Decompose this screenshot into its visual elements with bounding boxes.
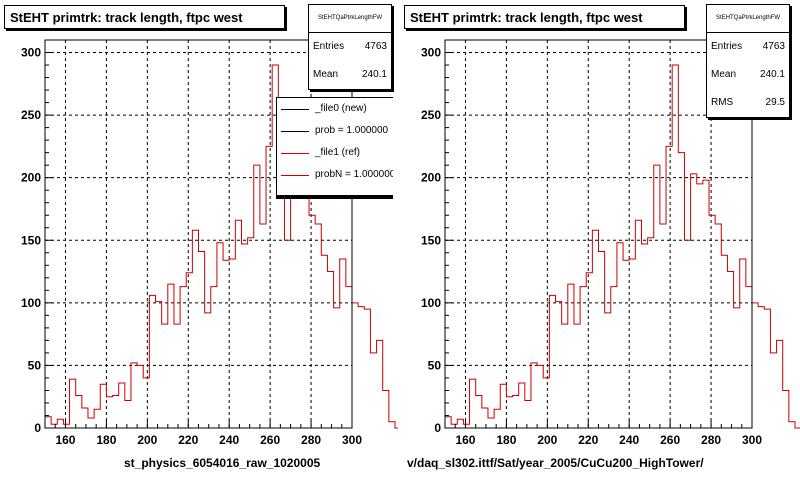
x-axis-label: v/daq_sl302.ittf/Sat/year_2005/CuCu200_H… [407, 456, 704, 470]
legend-line-swatch [281, 175, 309, 176]
y-tick-label: 150 [21, 233, 41, 247]
stats-mean-label: Mean [313, 69, 339, 80]
legend-entry: prob = 1.000000 [277, 120, 393, 142]
y-tick-label: 100 [421, 296, 441, 310]
stats-rms-row: RMS 29.5 [707, 89, 789, 117]
x-tick-label: 260 [260, 433, 280, 447]
stats-mean-label: Mean [711, 69, 737, 80]
y-tick-label: 0 [434, 421, 441, 435]
x-axis-label: st_physics_6054016_raw_1020005 [124, 456, 321, 470]
y-tick-label: 0 [34, 421, 41, 435]
x-tick-label: 240 [219, 433, 239, 447]
stats-box: StEHTQaPtrkLengthFW Entries 4763 Mean 24… [706, 4, 790, 118]
stats-mean-row: Mean 240.1 [707, 61, 789, 89]
y-tick-label: 300 [21, 46, 41, 60]
legend-entry: probN = 1.000000 [277, 164, 393, 186]
plot-title: StEHT primtrk: track length, ftpc west [4, 5, 285, 29]
stats-entries-row: Entries 4763 [309, 33, 391, 61]
stats-entries-row: Entries 4763 [707, 33, 789, 61]
y-tick-label: 300 [421, 46, 441, 60]
stats-rms-label: RMS [711, 97, 734, 108]
legend-entry: _file1 (ref) [277, 142, 393, 164]
y-tick-label: 150 [421, 233, 441, 247]
x-tick-label: 300 [342, 433, 362, 447]
legend-box: _file0 (new) prob = 1.000000 _file1 (ref… [276, 97, 393, 196]
x-tick-label: 160 [455, 433, 475, 447]
y-tick-label: 50 [28, 358, 42, 372]
histogram-panel-left: 160 180 200 220 240 260 280 300 0 50 100 150 200 250 3… [0, 0, 398, 480]
stats-mean-row: Mean 240.1 [309, 61, 391, 89]
y-tick-label: 100 [21, 296, 41, 310]
legend-label: _file1 (ref) [315, 147, 361, 158]
stats-histogram-name: StEHTQaPtrkLengthFW [707, 5, 789, 33]
x-tick-label: 220 [178, 433, 198, 447]
stats-rms-value: 29.5 [765, 97, 785, 108]
x-tick-label: 200 [137, 433, 157, 447]
y-tick-label: 200 [421, 171, 441, 185]
y-tick-label: 50 [428, 358, 442, 372]
legend-label: prob = 1.000000 [315, 125, 389, 136]
x-tick-label: 300 [742, 433, 762, 447]
legend-entry: _file0 (new) [277, 98, 393, 120]
x-tick-label: 280 [301, 433, 321, 447]
x-tick-label: 220 [578, 433, 598, 447]
stats-box: StEHTQaPtrkLengthFW Entries 4763 Mean 24… [308, 4, 392, 90]
legend-line-swatch [281, 131, 309, 132]
stats-entries-value: 4763 [762, 41, 785, 52]
histogram-panel-right: 160 180 200 220 240 260 280 300 0 50 100 150 200 250 3… [400, 0, 800, 480]
stats-entries-value: 4763 [364, 41, 387, 52]
stats-entries-label: Entries [313, 41, 345, 52]
x-tick-label: 160 [55, 433, 75, 447]
stats-mean-value: 240.1 [759, 69, 785, 80]
stats-entries-label: Entries [711, 41, 743, 52]
stats-histogram-name: StEHTQaPtrkLengthFW [309, 5, 391, 33]
x-tick-label: 180 [496, 433, 516, 447]
plot-title: StEHT primtrk: track length, ftpc west [404, 5, 685, 29]
x-tick-label: 260 [660, 433, 680, 447]
y-tick-label: 250 [21, 108, 41, 122]
legend-label: probN = 1.000000 [315, 169, 393, 180]
histogram-plot-right: 160 180 200 220 240 260 280 300 0 50 100 150 200 250 3… [421, 39, 800, 447]
x-tick-label: 240 [619, 433, 639, 447]
y-tick-label: 200 [21, 171, 41, 185]
x-tick-label: 200 [537, 433, 557, 447]
y-tick-label: 250 [421, 108, 441, 122]
x-tick-label: 180 [96, 433, 116, 447]
legend-label: _file0 (new) [315, 103, 367, 114]
stats-mean-value: 240.1 [361, 69, 387, 80]
x-tick-label: 280 [701, 433, 721, 447]
legend-line-swatch [281, 109, 309, 110]
legend-line-swatch [281, 153, 309, 154]
